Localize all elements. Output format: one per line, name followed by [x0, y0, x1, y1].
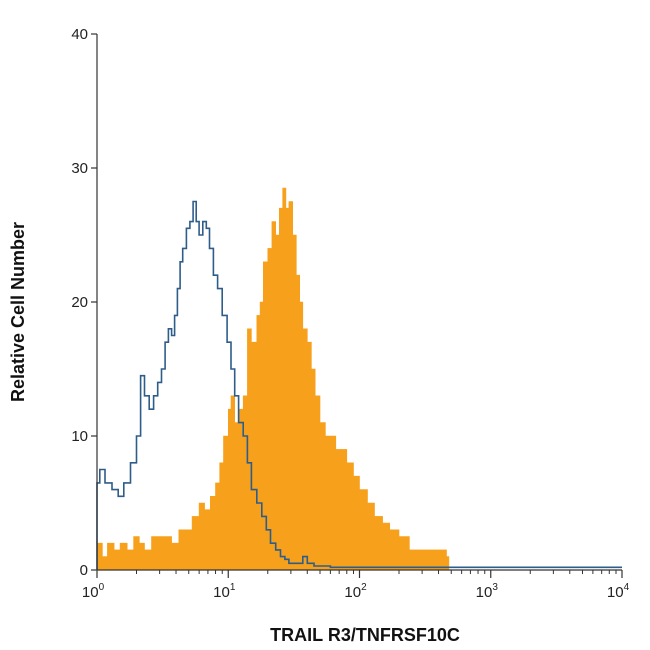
y-axis-ticks: 0 10 20 30 40: [71, 26, 97, 579]
x-tick-base: 10: [607, 584, 624, 601]
x-axis-ticks: 100 101 102 103 104: [82, 570, 630, 601]
histogram-series: [96, 187, 622, 571]
x-tick-exponent: 4: [624, 582, 630, 593]
x-axis-title: TRAIL R3/TNFRSF10C: [270, 625, 460, 645]
x-tick-label: 104: [607, 582, 630, 601]
y-tick-label: 30: [71, 160, 88, 177]
x-tick-exponent: 3: [492, 582, 498, 593]
x-tick-label: 102: [344, 582, 367, 601]
x-tick-exponent: 1: [230, 582, 236, 593]
x-tick-exponent: 0: [99, 582, 105, 593]
x-tick-label: 101: [213, 582, 236, 601]
y-axis-title: Relative Cell Number: [8, 222, 28, 402]
x-tick-base: 10: [82, 584, 99, 601]
x-tick-base: 10: [213, 584, 230, 601]
x-tick-exponent: 2: [361, 582, 367, 593]
filled-histogram-series: [96, 187, 450, 571]
x-tick-label: 103: [476, 582, 499, 601]
y-tick-label: 40: [71, 26, 88, 43]
x-tick-base: 10: [476, 584, 493, 601]
outline-histogram-series: [96, 200, 622, 570]
y-tick-label: 20: [71, 294, 88, 311]
y-tick-label: 0: [80, 562, 88, 579]
y-tick-label: 10: [71, 428, 88, 445]
x-tick-label: 100: [82, 582, 105, 601]
x-tick-base: 10: [344, 584, 361, 601]
